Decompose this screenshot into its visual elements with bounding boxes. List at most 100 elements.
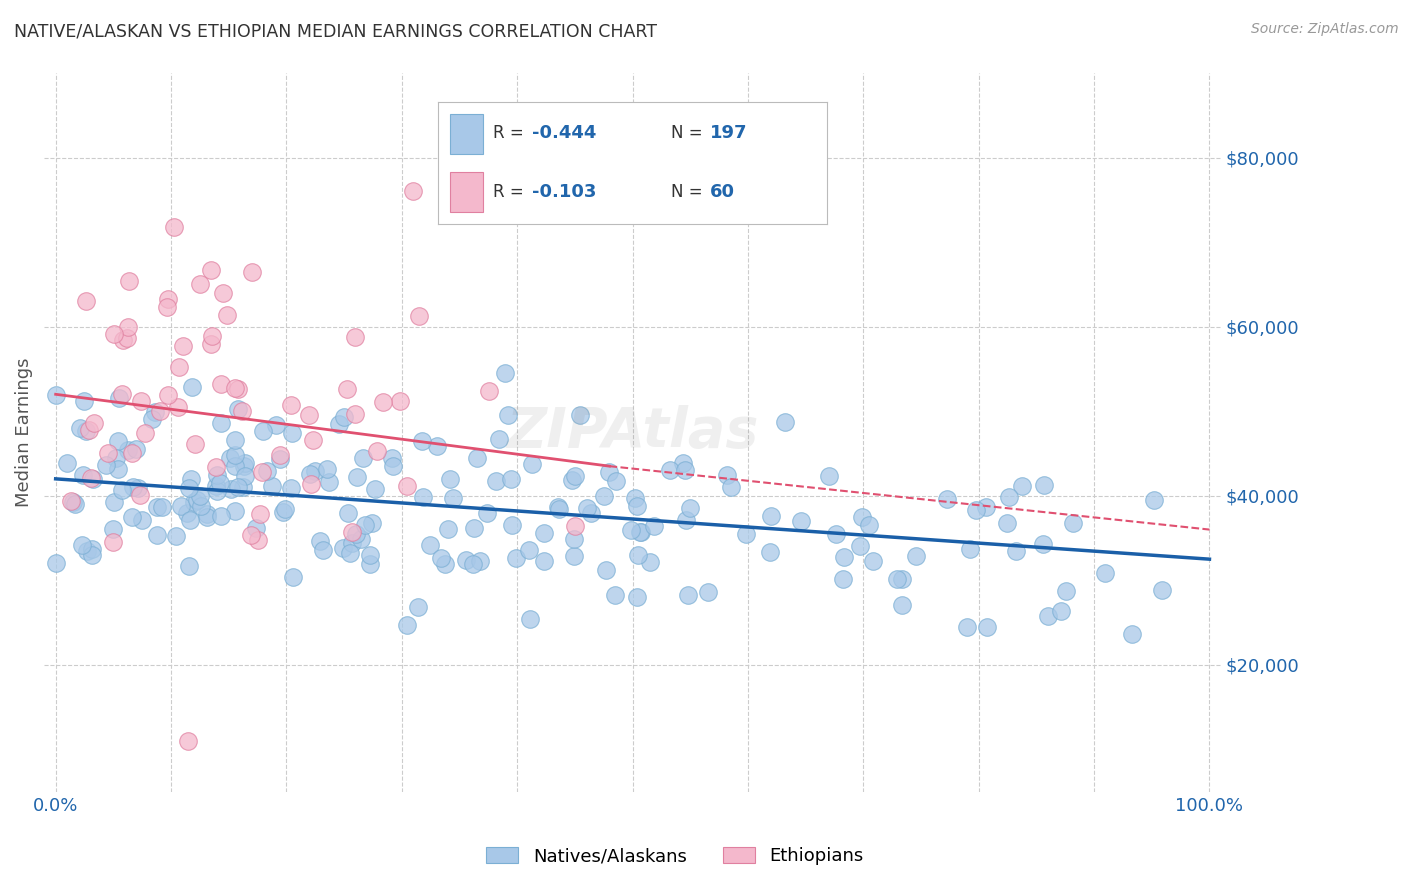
Point bbox=[388, 393, 411, 408]
Point bbox=[522, 457, 544, 471]
Point bbox=[169, 360, 191, 375]
Point bbox=[1152, 582, 1174, 597]
Point bbox=[395, 617, 418, 632]
Point bbox=[80, 470, 103, 484]
Point bbox=[328, 417, 350, 431]
Point bbox=[340, 525, 363, 540]
Point bbox=[134, 425, 156, 440]
Point bbox=[381, 451, 404, 466]
Point bbox=[233, 459, 256, 474]
Point bbox=[1094, 566, 1116, 580]
Point bbox=[672, 456, 695, 470]
Point bbox=[519, 612, 541, 626]
Point bbox=[1054, 583, 1077, 598]
Point bbox=[575, 500, 598, 515]
Point bbox=[311, 542, 333, 557]
Point bbox=[157, 292, 180, 306]
Point bbox=[269, 448, 291, 462]
Point bbox=[412, 490, 434, 504]
Point bbox=[233, 469, 256, 483]
Point bbox=[333, 410, 356, 425]
Point bbox=[280, 398, 302, 412]
Point bbox=[179, 513, 201, 527]
Point bbox=[264, 418, 287, 433]
Point bbox=[224, 504, 246, 518]
Point bbox=[454, 552, 477, 566]
Point bbox=[211, 285, 233, 300]
Point bbox=[224, 381, 246, 395]
Point bbox=[434, 558, 457, 572]
Point bbox=[562, 549, 585, 563]
Point bbox=[598, 465, 620, 479]
Point bbox=[976, 620, 998, 634]
Point bbox=[101, 523, 124, 537]
Point bbox=[107, 434, 129, 448]
Point bbox=[437, 522, 460, 536]
Point bbox=[363, 482, 385, 496]
Point bbox=[219, 482, 242, 496]
Point bbox=[505, 551, 527, 566]
Point bbox=[75, 293, 97, 308]
Point bbox=[45, 556, 67, 570]
Point bbox=[343, 330, 366, 344]
Point bbox=[97, 446, 120, 460]
Point bbox=[1143, 493, 1166, 508]
Point bbox=[224, 458, 246, 473]
Point bbox=[72, 393, 94, 408]
Point bbox=[205, 479, 228, 493]
Point bbox=[343, 407, 366, 421]
Point bbox=[45, 388, 67, 402]
Point bbox=[759, 545, 782, 559]
Point bbox=[205, 459, 228, 474]
Point bbox=[209, 509, 232, 524]
Point bbox=[226, 480, 249, 494]
Point bbox=[274, 501, 297, 516]
Point bbox=[128, 488, 150, 502]
Point bbox=[643, 519, 665, 533]
Point bbox=[350, 532, 373, 546]
Point bbox=[145, 500, 167, 514]
Point bbox=[298, 408, 321, 422]
Point bbox=[77, 423, 100, 437]
Point bbox=[76, 544, 98, 558]
Point bbox=[246, 533, 269, 548]
Point bbox=[463, 521, 485, 535]
Point bbox=[337, 506, 360, 520]
Point bbox=[209, 475, 232, 490]
Point bbox=[63, 497, 86, 511]
Point bbox=[188, 277, 211, 291]
Point bbox=[72, 538, 94, 552]
Point bbox=[176, 506, 198, 520]
Point bbox=[103, 494, 125, 508]
Point bbox=[965, 503, 987, 517]
Point bbox=[117, 319, 139, 334]
Point bbox=[371, 394, 394, 409]
Text: ZIPAtlas: ZIPAtlas bbox=[506, 405, 759, 459]
Point bbox=[354, 517, 377, 532]
Point bbox=[167, 400, 190, 414]
Point bbox=[494, 367, 516, 381]
Point bbox=[678, 500, 700, 515]
Text: NATIVE/ALASKAN VS ETHIOPIAN MEDIAN EARNINGS CORRELATION CHART: NATIVE/ALASKAN VS ETHIOPIAN MEDIAN EARNI… bbox=[14, 22, 657, 40]
Point bbox=[190, 500, 212, 514]
Point bbox=[332, 541, 354, 555]
Point bbox=[301, 433, 323, 447]
Point bbox=[149, 404, 172, 418]
Point bbox=[429, 550, 451, 565]
Point bbox=[593, 489, 616, 503]
Point bbox=[240, 528, 263, 542]
Point bbox=[858, 518, 880, 533]
Point bbox=[336, 382, 359, 396]
Point bbox=[205, 484, 228, 499]
Point bbox=[595, 563, 617, 577]
Point bbox=[180, 380, 202, 394]
Point bbox=[411, 434, 433, 448]
Point bbox=[1050, 604, 1073, 618]
Point bbox=[308, 534, 330, 549]
Point bbox=[1062, 516, 1084, 531]
Point bbox=[886, 573, 908, 587]
Point bbox=[1032, 537, 1054, 551]
Point bbox=[441, 491, 464, 506]
Point bbox=[250, 465, 273, 479]
Point bbox=[103, 326, 125, 341]
